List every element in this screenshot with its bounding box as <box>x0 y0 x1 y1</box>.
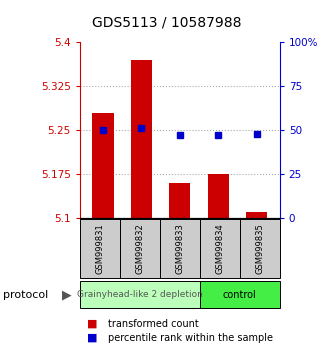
Text: control: control <box>223 290 257 300</box>
Text: transformed count: transformed count <box>108 319 199 329</box>
Text: ▶: ▶ <box>62 288 71 301</box>
Bar <box>92 113 114 218</box>
Bar <box>208 174 229 218</box>
Text: protocol: protocol <box>3 290 49 300</box>
Text: ■: ■ <box>87 319 97 329</box>
Bar <box>169 183 190 218</box>
Bar <box>131 60 152 218</box>
Bar <box>246 212 267 218</box>
Text: ■: ■ <box>87 333 97 343</box>
Text: GSM999835: GSM999835 <box>255 223 264 274</box>
Text: GSM999832: GSM999832 <box>135 223 145 274</box>
Text: GSM999831: GSM999831 <box>95 223 105 274</box>
Text: GDS5113 / 10587988: GDS5113 / 10587988 <box>92 16 241 30</box>
Text: percentile rank within the sample: percentile rank within the sample <box>108 333 273 343</box>
Text: GSM999833: GSM999833 <box>175 223 184 274</box>
Text: Grainyhead-like 2 depletion: Grainyhead-like 2 depletion <box>77 290 203 299</box>
Text: GSM999834: GSM999834 <box>215 223 224 274</box>
